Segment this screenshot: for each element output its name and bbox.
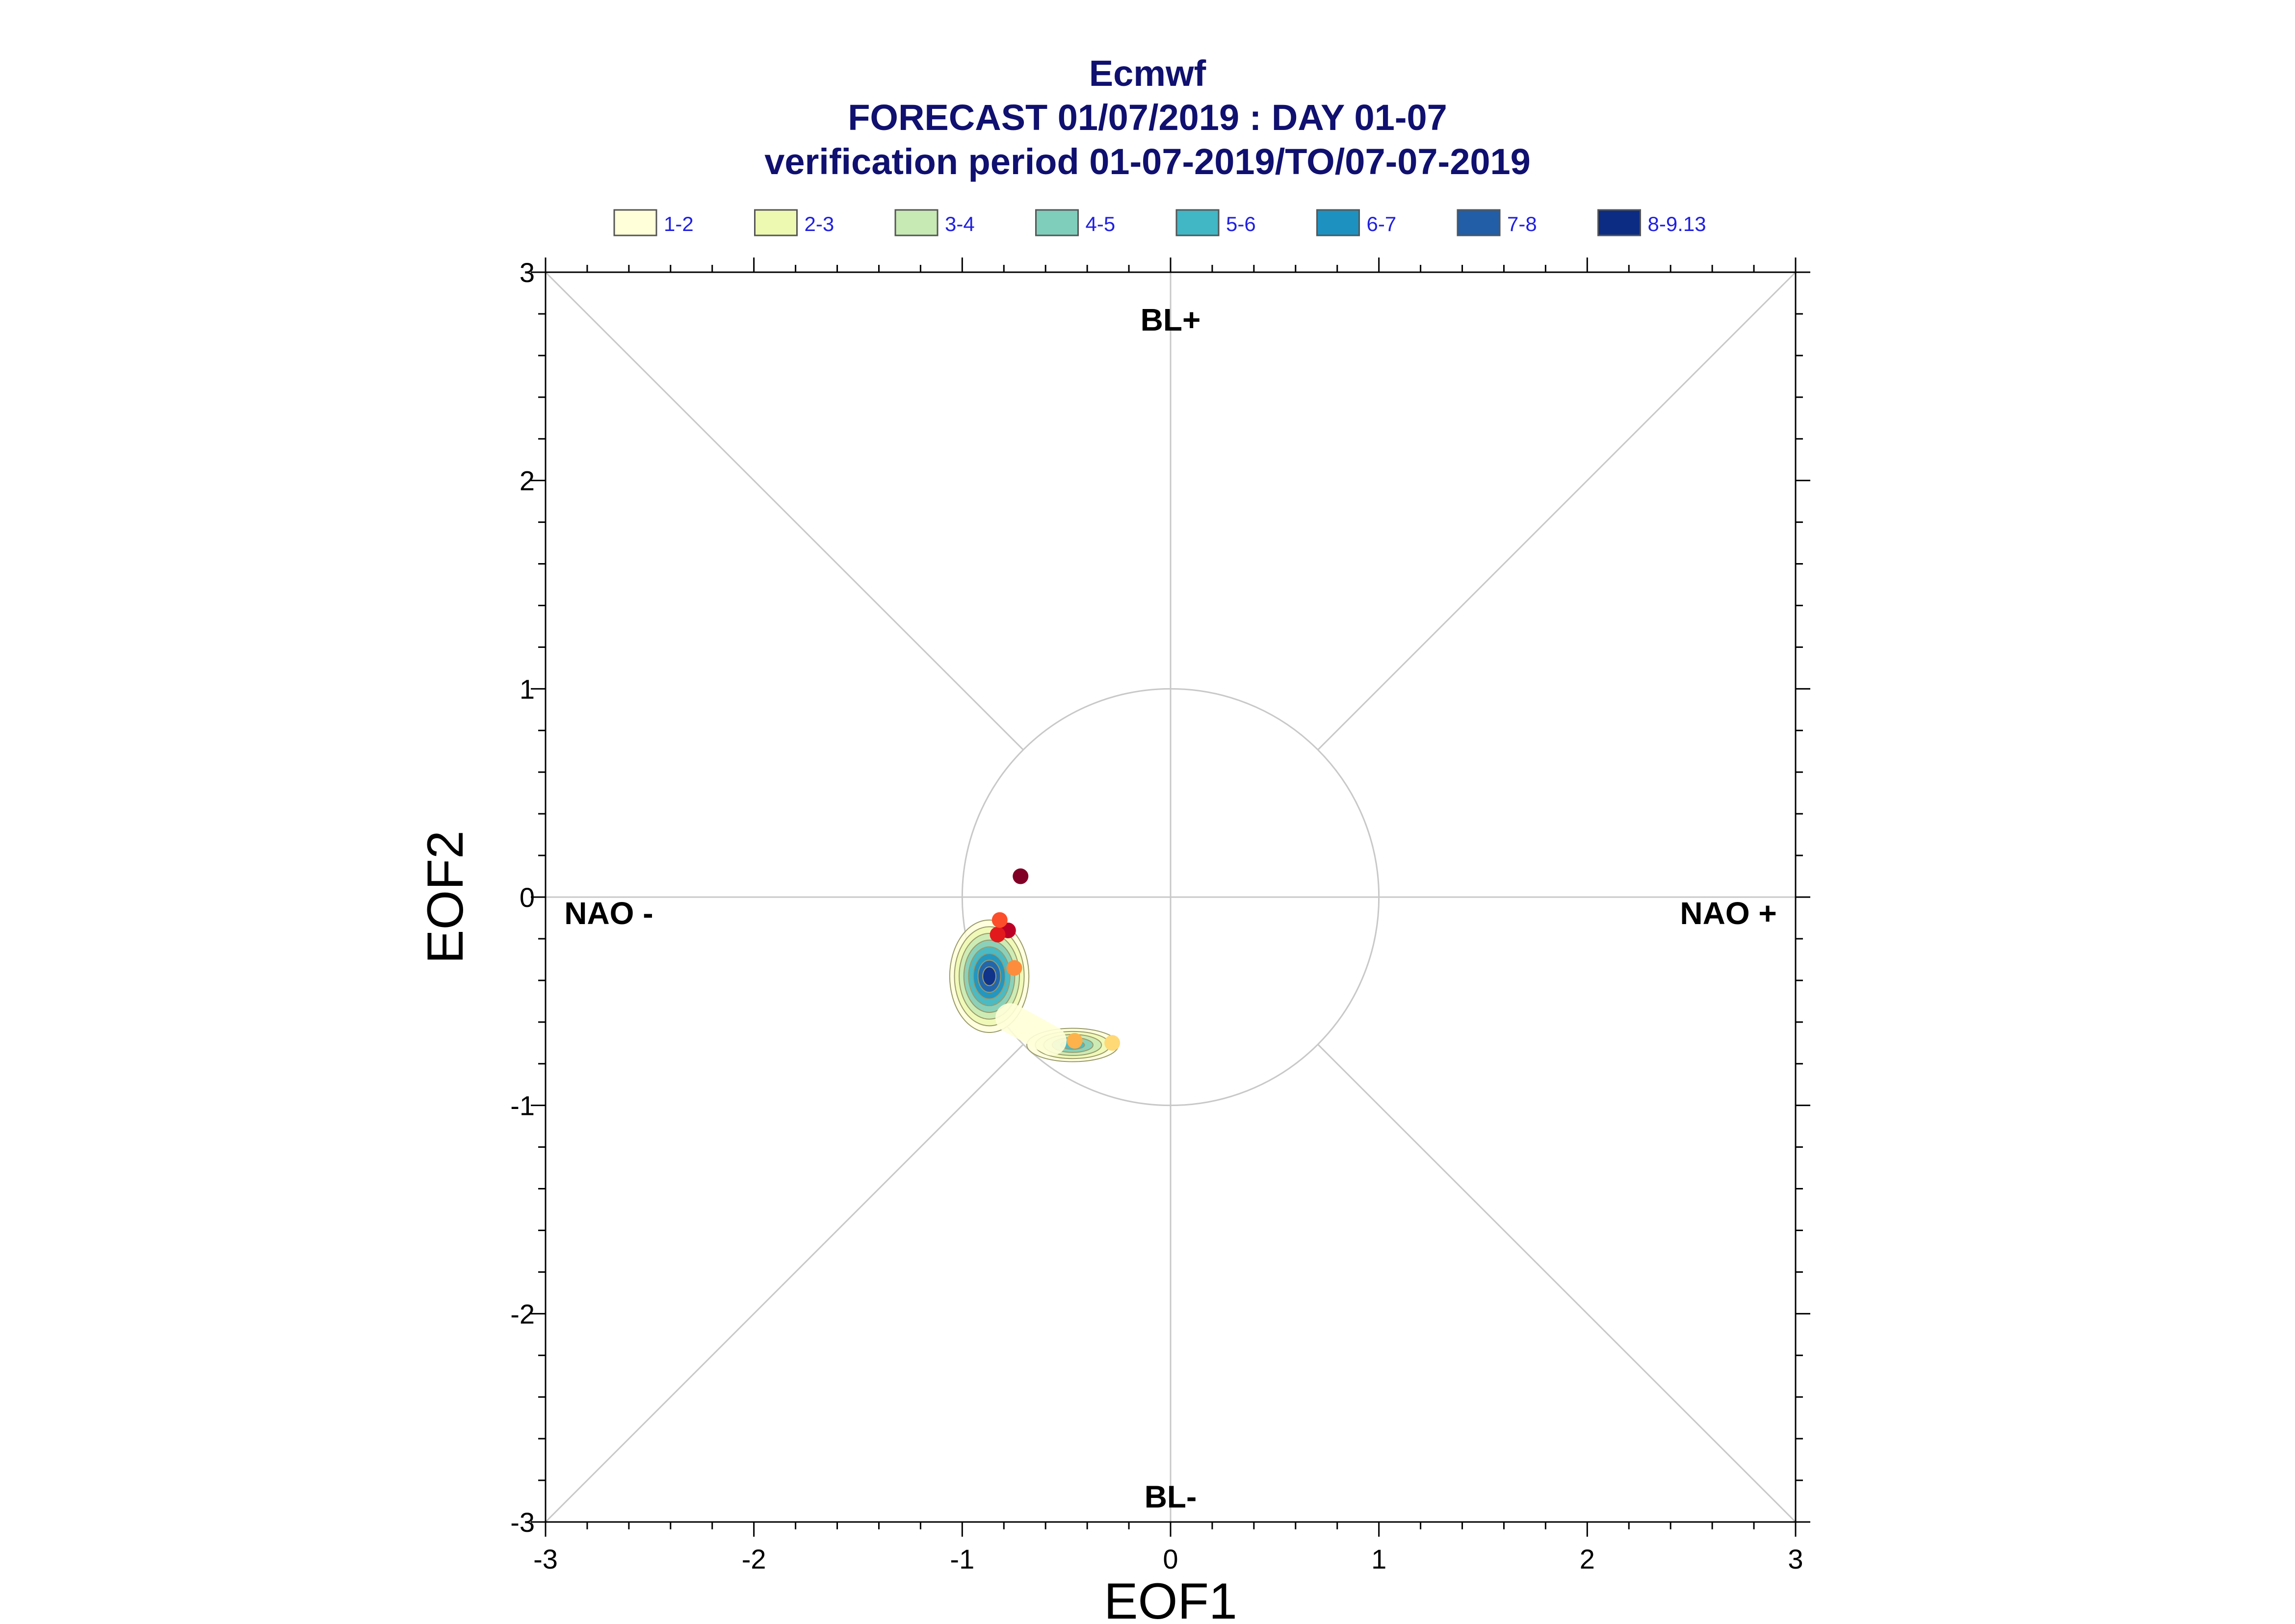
diagonal-sector-line — [1317, 271, 1797, 750]
forecast-point — [1067, 1033, 1083, 1049]
density-contour — [982, 966, 996, 986]
legend-label: 3-4 — [945, 212, 975, 235]
y-tick-label: -2 — [510, 1298, 535, 1329]
regime-label-bl-minus: BL- — [1145, 1479, 1197, 1514]
forecast-point — [991, 912, 1008, 928]
x-tick-label: 1 — [1371, 1544, 1386, 1574]
legend-swatch — [1457, 209, 1501, 236]
chart-title: Ecmwf FORECAST 01/07/2019 : DAY 01-07 ve… — [764, 53, 1531, 182]
unit-circle — [961, 688, 1380, 1107]
x-tick-label: -1 — [950, 1544, 974, 1574]
regime-label-bl-plus: BL+ — [1141, 302, 1201, 337]
density-contours — [949, 919, 1119, 1062]
legend-swatch — [1035, 209, 1079, 236]
regime-label-nao-plus: NAO + — [1680, 896, 1776, 931]
title-line-2: FORECAST 01/07/2019 : DAY 01-07 — [848, 97, 1447, 138]
legend-label: 4-5 — [1086, 212, 1116, 235]
title-line-1: Ecmwf — [1089, 53, 1206, 94]
legend-label: 2-3 — [805, 212, 835, 235]
density-contour — [995, 1003, 1067, 1056]
y-tick-label: -1 — [510, 1090, 535, 1121]
regime-label-nao-minus: NAO - — [564, 896, 653, 931]
x-tick-label: 3 — [1788, 1544, 1803, 1574]
forecast-point — [1013, 868, 1029, 884]
legend-swatch — [754, 209, 798, 236]
plot-area: -3 -2 -1 0 1 2 3 -3 -2 -1 0 1 2 3 BL+ BL- NAO - NAO +… — [417, 257, 1810, 1624]
legend-swatch — [1597, 209, 1641, 236]
legend-swatch — [1175, 209, 1220, 236]
axis-ticks: -3 -2 -1 0 1 2 3 -3 -2 -1 0 1 2 3 — [510, 257, 1810, 1574]
x-axis-title: EOF1 — [1104, 1573, 1237, 1624]
y-tick-label: -3 — [510, 1507, 535, 1538]
y-axis-title: EOF2 — [417, 830, 474, 964]
legend-label: 5-6 — [1226, 212, 1256, 235]
y-tick-label: 3 — [520, 257, 535, 288]
legend-label: 8-9.13 — [1648, 212, 1706, 235]
reference-lines — [545, 271, 1797, 1523]
legend-swatch — [1316, 209, 1360, 236]
x-tick-label: 0 — [1163, 1544, 1178, 1574]
legend-label: 1-2 — [664, 212, 694, 235]
legend: 1-2 2-3 3-4 4-5 5-6 6-7 7-8 8-9.13 — [613, 209, 1706, 236]
forecast-point — [1006, 960, 1022, 976]
x-tick-label: -3 — [533, 1544, 558, 1574]
y-tick-label: 0 — [520, 882, 535, 913]
diagonal-sector-line — [1317, 1044, 1797, 1523]
legend-label: 7-8 — [1507, 212, 1537, 235]
legend-swatch — [894, 209, 939, 236]
forecast-points — [990, 868, 1121, 1051]
x-tick-label: -2 — [742, 1544, 766, 1574]
y-tick-label: 2 — [520, 465, 535, 496]
y-tick-label: 1 — [520, 673, 535, 704]
forecast-point — [990, 927, 1006, 943]
forecast-point — [1104, 1035, 1121, 1051]
legend-swatch — [613, 209, 657, 236]
diagonal-sector-line — [545, 271, 1024, 750]
legend-label: 6-7 — [1367, 212, 1397, 235]
x-tick-label: 2 — [1580, 1544, 1595, 1574]
regime-labels: BL+ BL- NAO - NAO + — [564, 302, 1777, 1514]
diagonal-sector-line — [545, 1044, 1024, 1523]
title-line-3: verification period 01-07-2019/TO/07-07-… — [764, 141, 1531, 182]
